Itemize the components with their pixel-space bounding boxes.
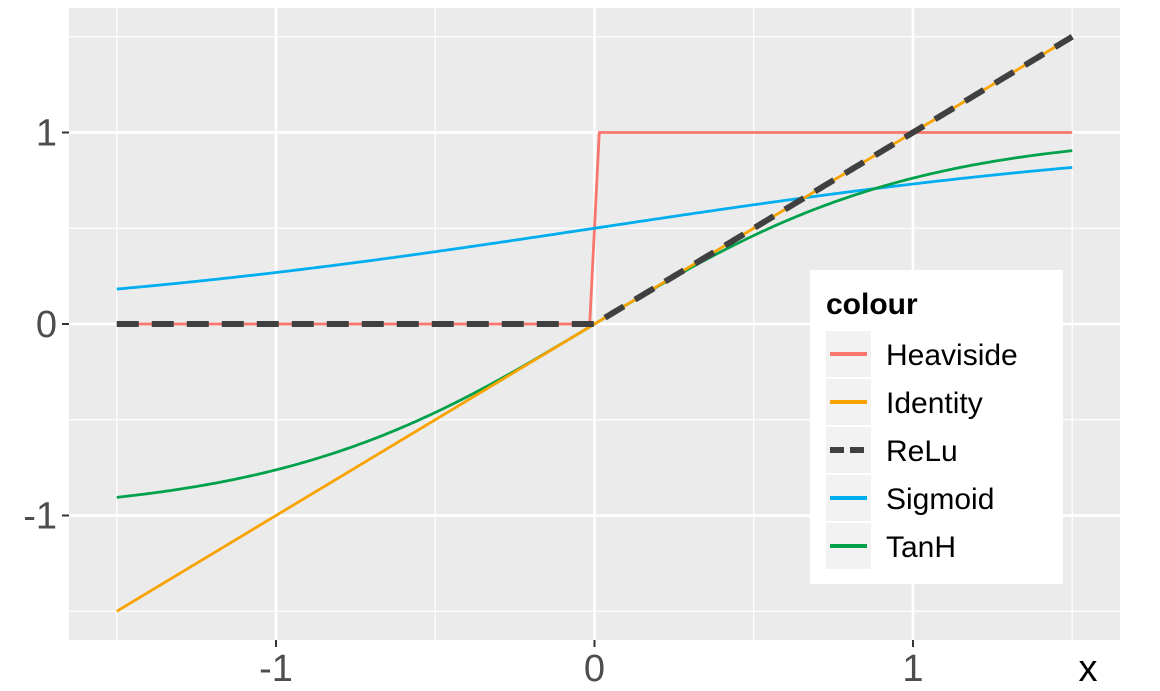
x-tick-label: 0 bbox=[584, 648, 605, 690]
y-tick-label: 0 bbox=[36, 304, 57, 346]
legend: colour Heaviside Identity ReLu Sigmoid TanH bbox=[810, 270, 1063, 584]
legend-label-sigmoid: Sigmoid bbox=[886, 483, 994, 516]
axis-ticks bbox=[62, 131, 914, 647]
legend-label-tanh: TanH bbox=[886, 531, 956, 564]
x-tick-label: -1 bbox=[259, 648, 293, 690]
series-layer bbox=[116, 34, 1074, 613]
y-tick-label: 1 bbox=[36, 112, 57, 154]
legend-label-relu: ReLu bbox=[886, 435, 958, 468]
legend-items: Heaviside Identity ReLu Sigmoid TanH bbox=[826, 331, 1018, 569]
series-line-relu bbox=[116, 34, 1074, 327]
legend-label-identity: Identity bbox=[886, 387, 983, 420]
y-tick-label: -1 bbox=[23, 496, 57, 538]
legend-title: colour bbox=[826, 288, 918, 321]
tick-labels: -1 0 1 -1 0 1 bbox=[23, 112, 923, 690]
series-line-sigmoid bbox=[116, 166, 1073, 291]
x-axis-title: x bbox=[1079, 648, 1098, 690]
legend-label-heaviside: Heaviside bbox=[886, 339, 1018, 372]
x-tick-label: 1 bbox=[902, 648, 923, 690]
